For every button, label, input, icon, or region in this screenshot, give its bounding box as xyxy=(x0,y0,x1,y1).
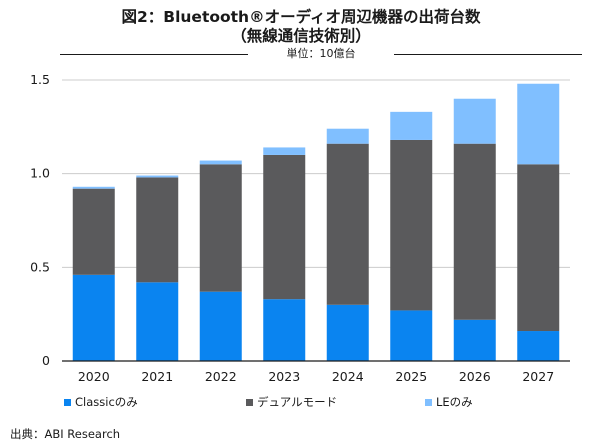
legend-swatch-le xyxy=(425,398,432,406)
legend-label-le: LEのみ xyxy=(436,395,473,409)
bar-segment xyxy=(453,143,496,320)
x-tick-label: 2024 xyxy=(332,369,364,384)
bar-segment xyxy=(517,164,560,332)
x-tick-label: 2022 xyxy=(205,369,237,384)
legend-swatch-classic xyxy=(64,398,71,406)
unit-label: 単位：10億台 xyxy=(280,47,362,60)
bar-segment xyxy=(453,98,496,144)
legend-label-dual: デュアルモード xyxy=(257,395,338,409)
y-tick-label: 1.5 xyxy=(30,72,50,87)
bar-segment xyxy=(390,310,433,361)
y-tick-label: 0 xyxy=(42,353,50,368)
bar-segment xyxy=(72,274,115,361)
stacked-bar-chart: 0 0.5 1.0 1.5 2020 2021 2022 2023 2024 2025 2026 20… xyxy=(30,72,570,384)
unit-row: 単位：10億台 xyxy=(60,46,582,62)
legend-item-le: LEのみ xyxy=(425,394,473,410)
legend-label-classic: Classicのみ xyxy=(75,395,138,409)
bar-segment xyxy=(263,154,306,300)
bar-segment xyxy=(453,319,496,361)
bar-segment xyxy=(326,143,369,305)
bar-segment xyxy=(136,175,179,178)
x-tick-label: 2027 xyxy=(522,369,554,384)
x-tick-label: 2020 xyxy=(78,369,110,384)
bar-segment xyxy=(390,139,433,311)
unit-rule-right xyxy=(394,54,582,55)
chart-title: 図2：Bluetooth®オーディオ周辺機器の出荷台数 xyxy=(121,8,481,26)
bar-segment xyxy=(263,147,306,155)
legend-item-dual: デュアルモード xyxy=(246,394,337,410)
x-tick-label: 2021 xyxy=(141,369,173,384)
bar-segment xyxy=(199,160,242,165)
bar-segment xyxy=(199,291,242,361)
bar-segment xyxy=(136,282,179,361)
bar-segment xyxy=(517,331,560,361)
bar-segment xyxy=(326,128,369,144)
x-tick-label: 2023 xyxy=(268,369,300,384)
bar-segment xyxy=(72,186,115,189)
chart-subtitle: （無線通信技術別） xyxy=(231,27,371,45)
bar-segment xyxy=(136,177,179,283)
bar-segment xyxy=(263,299,306,361)
unit-rule-left xyxy=(60,54,248,55)
legend-swatch-dual xyxy=(246,398,253,406)
legend: Classicのみ デュアルモード LEのみ xyxy=(0,394,602,410)
bar-segment xyxy=(390,111,433,140)
y-tick-label: 1.0 xyxy=(30,166,50,181)
bar-segment xyxy=(326,304,369,361)
x-tick-label: 2025 xyxy=(395,369,427,384)
bar-segment xyxy=(199,164,242,292)
bar-segment xyxy=(72,188,115,275)
source-note: 出典：ABI Research xyxy=(10,427,121,441)
bar-segment xyxy=(517,83,560,165)
y-tick-label: 0.5 xyxy=(30,259,50,274)
legend-item-classic: Classicのみ xyxy=(64,394,138,410)
x-tick-label: 2026 xyxy=(459,369,491,384)
